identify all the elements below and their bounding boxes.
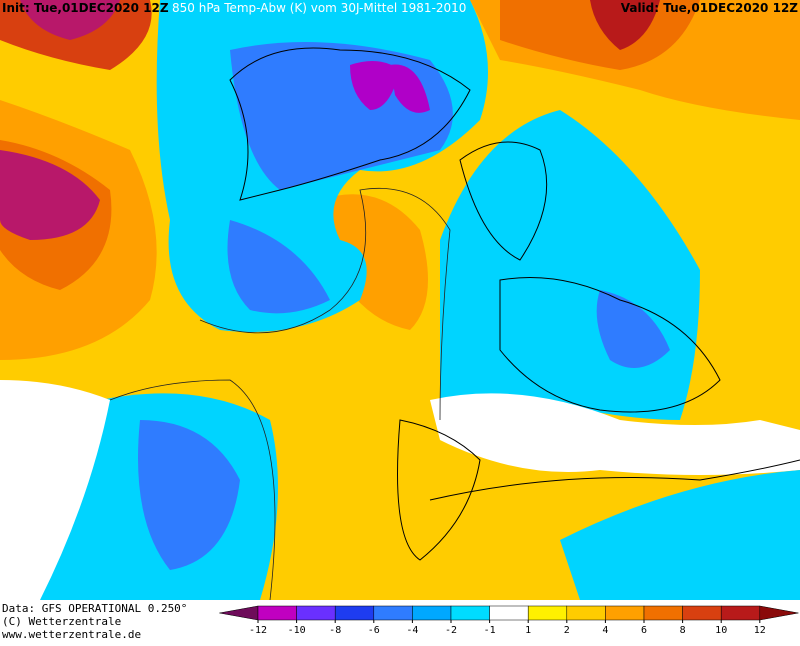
cold-core (350, 61, 400, 110)
data-source: Data: GFS OPERATIONAL 0.250° (2, 602, 187, 615)
colorbar-label: -12 (249, 625, 267, 636)
warm-core (0, 150, 100, 240)
warm-core (20, 0, 120, 40)
colorbar-label: 6 (641, 625, 647, 636)
map-title: 850 hPa Temp-Abw (K) vom 30J-Mittel 1981… (172, 1, 466, 15)
warm-area (320, 194, 428, 330)
coastline (397, 419, 481, 561)
cold-area (596, 290, 670, 368)
copyright: (C) Wetterzentrale (2, 615, 121, 628)
colorbar-segment (334, 605, 375, 621)
colorbar-segment (643, 605, 683, 621)
colorbar-segment (489, 605, 529, 621)
colorbar-label: 10 (715, 625, 727, 636)
colorbar-segment (257, 605, 297, 621)
colorbar-segment (720, 605, 761, 621)
isoline (199, 187, 451, 421)
colorbar-label: -8 (329, 625, 341, 636)
colorbar-segment (527, 605, 568, 621)
cold-core (390, 64, 430, 113)
colorbar-arrow (759, 605, 799, 621)
colorbar-label: -2 (445, 625, 457, 636)
warm-core (590, 0, 660, 50)
colorbar-segment (605, 605, 645, 621)
valid-text: Valid: Tue,01DEC2020 12Z (621, 1, 799, 15)
init-text: Init: Tue,01DEC2020 12Z (2, 1, 169, 15)
coastline (499, 277, 721, 413)
colorbar-label: 8 (680, 625, 686, 636)
colorbar-segment (373, 605, 413, 621)
colorbar-label: 4 (602, 625, 608, 636)
colorbar-label: 12 (754, 625, 766, 636)
colorbar-segment (296, 605, 336, 621)
colorbar-segment (412, 605, 452, 621)
colorbar-label: 2 (564, 625, 570, 636)
colorbar-label: -1 (484, 625, 496, 636)
neutral-area (0, 380, 110, 600)
neutral-area (430, 393, 800, 475)
map (0, 0, 800, 601)
colorbar: -12 -10 -8 -6 -4 -2 -1 1 2 4 6 8 10 12 (219, 605, 799, 636)
colorbar-segment (450, 605, 490, 621)
cold-area (560, 470, 800, 600)
website: www.wetterzentrale.de (2, 628, 141, 641)
coastline (459, 141, 548, 261)
cold-area (227, 220, 330, 314)
colorbar-label: -6 (368, 625, 380, 636)
colorbar-segment (682, 605, 722, 621)
isoline (109, 379, 276, 601)
colorbar-label: 1 (525, 625, 531, 636)
coastline (429, 459, 800, 501)
colorbar-label: -4 (406, 625, 418, 636)
coastline (229, 47, 471, 201)
colorbar-label: -10 (288, 625, 306, 636)
colorbar-segment (566, 605, 606, 621)
cold-area (138, 420, 240, 570)
